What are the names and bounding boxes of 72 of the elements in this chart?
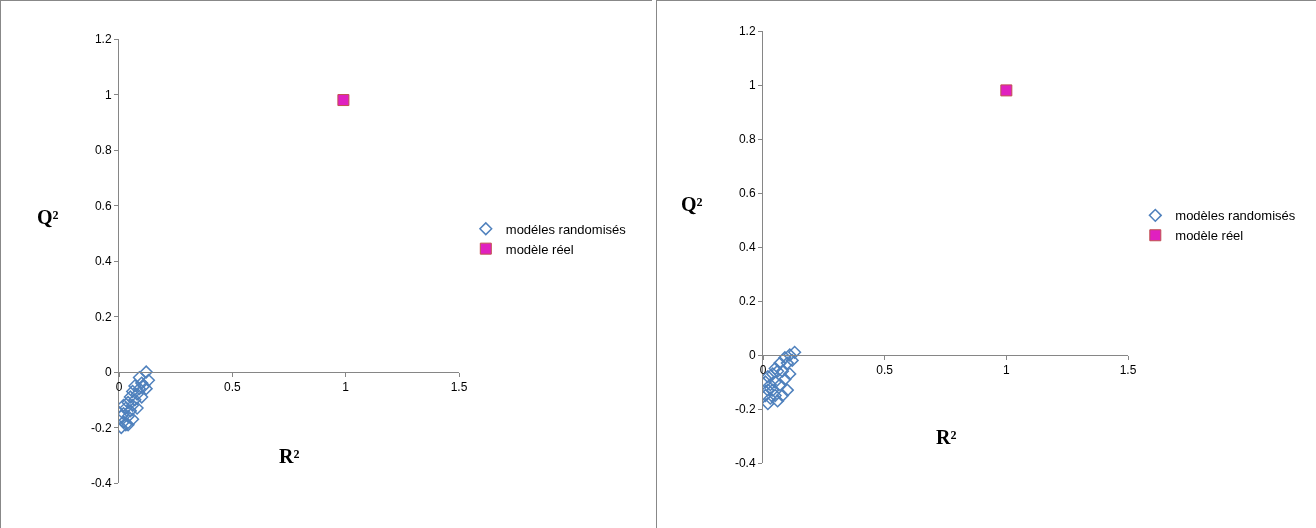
x-tick-label: 1.5	[450, 380, 468, 395]
y-tick-label: 1.2	[94, 32, 112, 47]
x-tick-label: 0	[759, 363, 767, 378]
point	[130, 387, 144, 401]
point	[783, 348, 797, 362]
point	[775, 388, 790, 403]
y-axis-title: Q²	[681, 193, 703, 215]
point	[783, 367, 797, 381]
x-axis-title: R²	[279, 445, 300, 467]
point	[141, 373, 156, 387]
point	[126, 412, 140, 426]
point	[337, 94, 350, 107]
y-tick-label: 1.2	[738, 24, 756, 39]
point	[130, 401, 144, 415]
x-axis-title: R²	[936, 426, 957, 448]
point	[128, 393, 142, 407]
y-tick-label: -0.2	[90, 420, 112, 435]
y-tick-label: 0.6	[94, 198, 112, 213]
y-tick-label: -0.2	[734, 402, 756, 417]
point	[788, 345, 802, 359]
legend-label: modèle réel	[505, 241, 574, 257]
legend-label: modèles randomisés	[1175, 208, 1296, 224]
y-tick-label: 0.2	[738, 294, 756, 309]
point	[126, 398, 140, 412]
y-tick-label: 1	[748, 78, 756, 93]
x-tick-label: 1.5	[1119, 363, 1137, 378]
point	[780, 383, 794, 397]
point	[123, 404, 137, 418]
y-tick-label: 1	[104, 87, 112, 102]
point	[121, 409, 135, 423]
y-tick-label: 0.4	[738, 240, 756, 255]
point	[768, 388, 782, 403]
point	[768, 375, 782, 389]
point	[126, 384, 140, 399]
y-tick-label: -0.4	[90, 476, 112, 491]
point	[121, 395, 135, 410]
point	[773, 378, 787, 392]
x-tick-label: 1	[1002, 363, 1010, 378]
y-tick-label: 0.8	[738, 132, 756, 147]
y-tick-label: -0.4	[734, 456, 756, 471]
x-tick-label: 0.5	[223, 380, 241, 395]
point	[1000, 84, 1013, 97]
y-tick-label: 0.2	[94, 309, 112, 324]
point	[132, 370, 146, 385]
x-tick-label: 1	[342, 380, 350, 395]
y-tick-label: 0	[748, 348, 756, 363]
y-tick-label: 0.4	[94, 254, 112, 269]
point	[135, 390, 149, 404]
point	[132, 382, 146, 396]
point	[778, 372, 792, 386]
point	[763, 391, 777, 405]
point	[771, 394, 785, 408]
point	[123, 390, 137, 404]
y-tick-label: 0.6	[738, 186, 756, 201]
point	[763, 378, 777, 392]
point	[763, 397, 775, 411]
point	[766, 367, 780, 381]
point	[766, 383, 780, 397]
point	[763, 383, 775, 397]
point	[775, 364, 790, 378]
x-tick-label: 0.5	[876, 363, 894, 378]
point	[773, 356, 787, 370]
point	[778, 351, 792, 365]
point	[128, 379, 142, 393]
y-tick-label: 0.8	[94, 143, 112, 158]
legend-label: modéles randomisés	[505, 221, 627, 237]
y-axis-title: Q²	[37, 206, 59, 228]
point	[785, 353, 799, 367]
point	[139, 365, 153, 379]
point	[780, 356, 794, 370]
legend-label: modèle réel	[1175, 228, 1244, 244]
x-tick-label: 0	[115, 380, 123, 395]
